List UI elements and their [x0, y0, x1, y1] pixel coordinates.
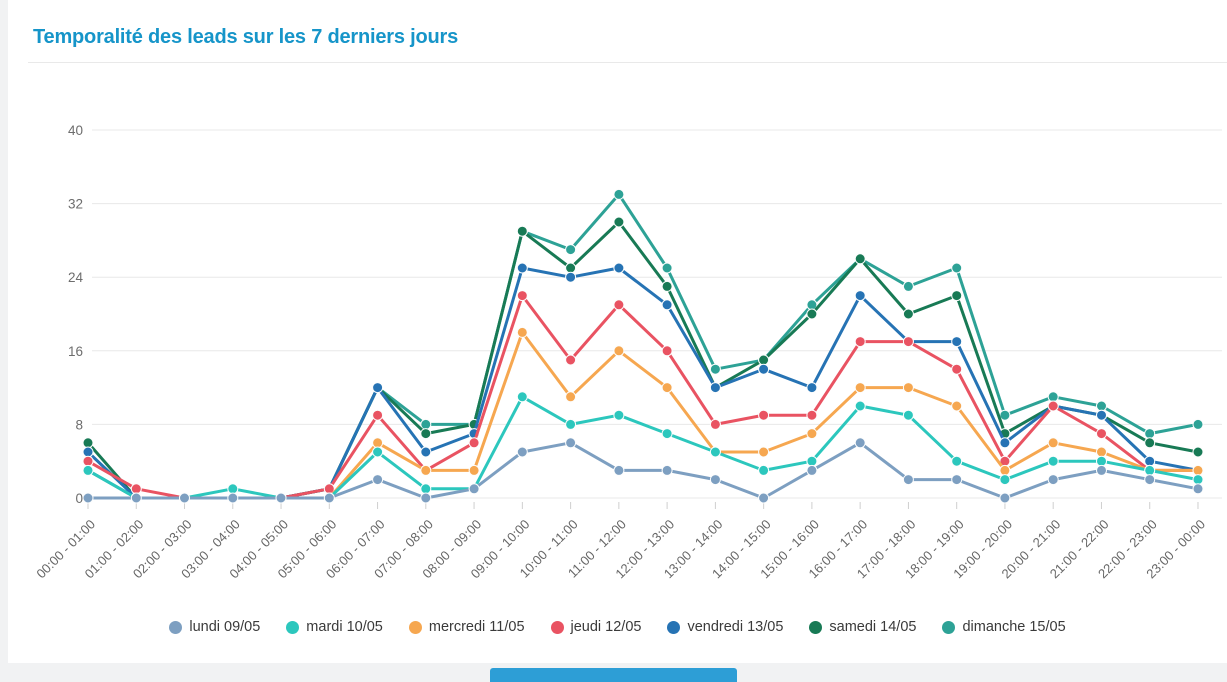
legend-item-3[interactable]: jeudi 12/05 [550, 619, 642, 635]
svg-text:16: 16 [68, 344, 83, 359]
legend-item-5[interactable]: samedi 14/05 [809, 619, 916, 635]
legend-swatch-icon [408, 620, 422, 634]
legend-label: jeudi 12/05 [570, 619, 642, 635]
title-divider [28, 62, 1227, 63]
legend-swatch-icon [550, 620, 564, 634]
legend-label: vendredi 13/05 [687, 619, 784, 635]
legend-label: samedi 14/05 [829, 619, 917, 635]
legend-swatch-icon [809, 620, 823, 634]
svg-text:8: 8 [75, 417, 83, 432]
legend-item-6[interactable]: dimanche 15/05 [942, 619, 1066, 635]
legend-label: mercredi 11/05 [428, 619, 525, 635]
svg-text:32: 32 [68, 197, 83, 212]
chart-card: Temporalité des leads sur les 7 derniers… [8, 0, 1227, 663]
legend-item-2[interactable]: mercredi 11/05 [408, 619, 525, 635]
svg-text:0: 0 [75, 491, 83, 506]
legend-item-0[interactable]: lundi 09/05 [169, 619, 260, 635]
bottom-button-strip[interactable] [490, 668, 737, 682]
legend-label: dimanche 15/05 [962, 619, 1066, 635]
svg-text:24: 24 [68, 270, 84, 285]
legend-swatch-icon [169, 620, 183, 634]
legend-item-1[interactable]: mardi 10/05 [286, 619, 383, 635]
legend-label: mardi 10/05 [306, 619, 383, 635]
legend-label: lundi 09/05 [189, 619, 261, 635]
chart-title: Temporalité des leads sur les 7 derniers… [33, 26, 459, 48]
legend-item-4[interactable]: vendredi 13/05 [667, 619, 783, 635]
chart-legend: lundi 09/05 mardi 10/05 mercredi 11/05 jeud… [8, 619, 1227, 635]
legend-swatch-icon [286, 620, 300, 634]
legend-swatch-icon [667, 620, 681, 634]
legend-swatch-icon [942, 620, 956, 634]
svg-text:40: 40 [68, 123, 83, 138]
